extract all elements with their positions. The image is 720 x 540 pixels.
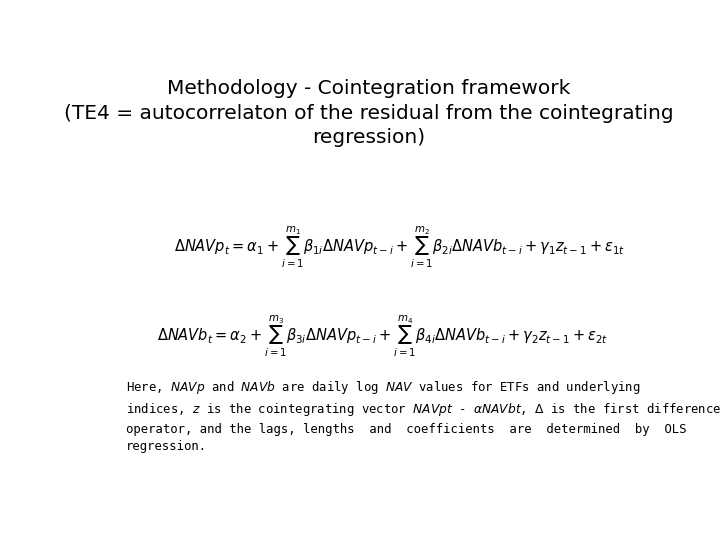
Text: $\Delta NAVb_{t} = \alpha_2 + \sum_{i=1}^{m_3} \beta_{3i}\Delta NAVp_{t-i} + \su: $\Delta NAVb_{t} = \alpha_2 + \sum_{i=1}…: [157, 314, 608, 359]
Text: Here, $\it{NAVp}$ and $\it{NAVb}$ are daily log $\it{NAV}$ values for ETFs and u: Here, $\it{NAVp}$ and $\it{NAVb}$ are da…: [126, 379, 720, 453]
Text: Methodology - Cointegration framework
(TE4 = autocorrelaton of the residual from: Methodology - Cointegration framework (T…: [64, 79, 674, 147]
Text: $\Delta NAVp_{t} = \alpha_1 + \sum_{i=1}^{m_1} \beta_{1i}\Delta NAVp_{t-i} + \su: $\Delta NAVp_{t} = \alpha_1 + \sum_{i=1}…: [174, 225, 625, 270]
